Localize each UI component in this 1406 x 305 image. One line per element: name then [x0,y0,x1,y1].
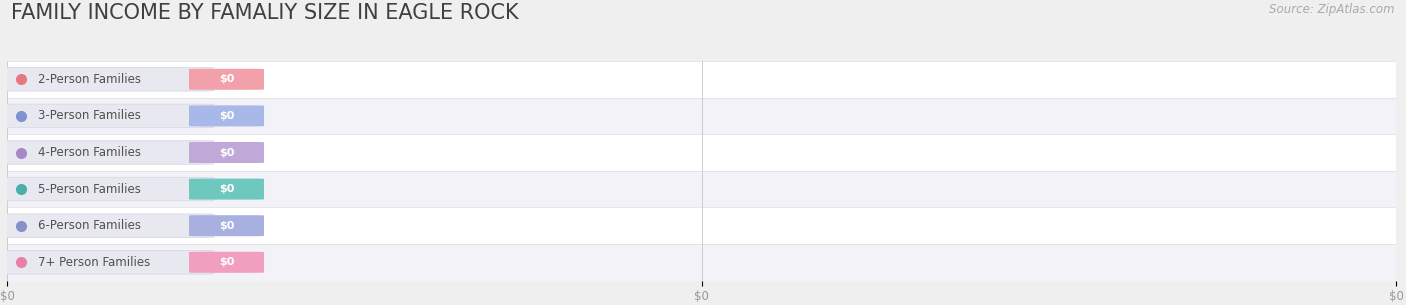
FancyBboxPatch shape [188,106,264,126]
FancyBboxPatch shape [7,171,1396,207]
Text: $0: $0 [219,111,235,121]
FancyBboxPatch shape [188,142,264,163]
Text: 2-Person Families: 2-Person Families [38,73,141,86]
Text: FAMILY INCOME BY FAMALIY SIZE IN EAGLE ROCK: FAMILY INCOME BY FAMALIY SIZE IN EAGLE R… [11,3,519,23]
Text: $0: $0 [219,184,235,194]
Text: 7+ Person Families: 7+ Person Families [38,256,150,269]
FancyBboxPatch shape [188,69,264,90]
FancyBboxPatch shape [0,250,214,274]
FancyBboxPatch shape [0,104,214,128]
Text: 5-Person Families: 5-Person Families [38,183,141,196]
FancyBboxPatch shape [188,252,264,273]
Text: 4-Person Families: 4-Person Families [38,146,141,159]
FancyBboxPatch shape [7,61,1396,98]
FancyBboxPatch shape [188,179,264,199]
FancyBboxPatch shape [7,207,1396,244]
FancyBboxPatch shape [7,98,1396,134]
Text: 3-Person Families: 3-Person Families [38,109,141,122]
FancyBboxPatch shape [0,177,214,201]
FancyBboxPatch shape [7,134,1396,171]
Text: $0: $0 [219,74,235,84]
FancyBboxPatch shape [0,67,214,91]
FancyBboxPatch shape [7,244,1396,281]
FancyBboxPatch shape [0,141,214,164]
Text: $0: $0 [219,221,235,231]
Text: $0: $0 [219,257,235,267]
Text: Source: ZipAtlas.com: Source: ZipAtlas.com [1270,3,1395,16]
Text: 6-Person Families: 6-Person Families [38,219,141,232]
FancyBboxPatch shape [0,214,214,238]
Text: $0: $0 [219,148,235,157]
FancyBboxPatch shape [188,215,264,236]
